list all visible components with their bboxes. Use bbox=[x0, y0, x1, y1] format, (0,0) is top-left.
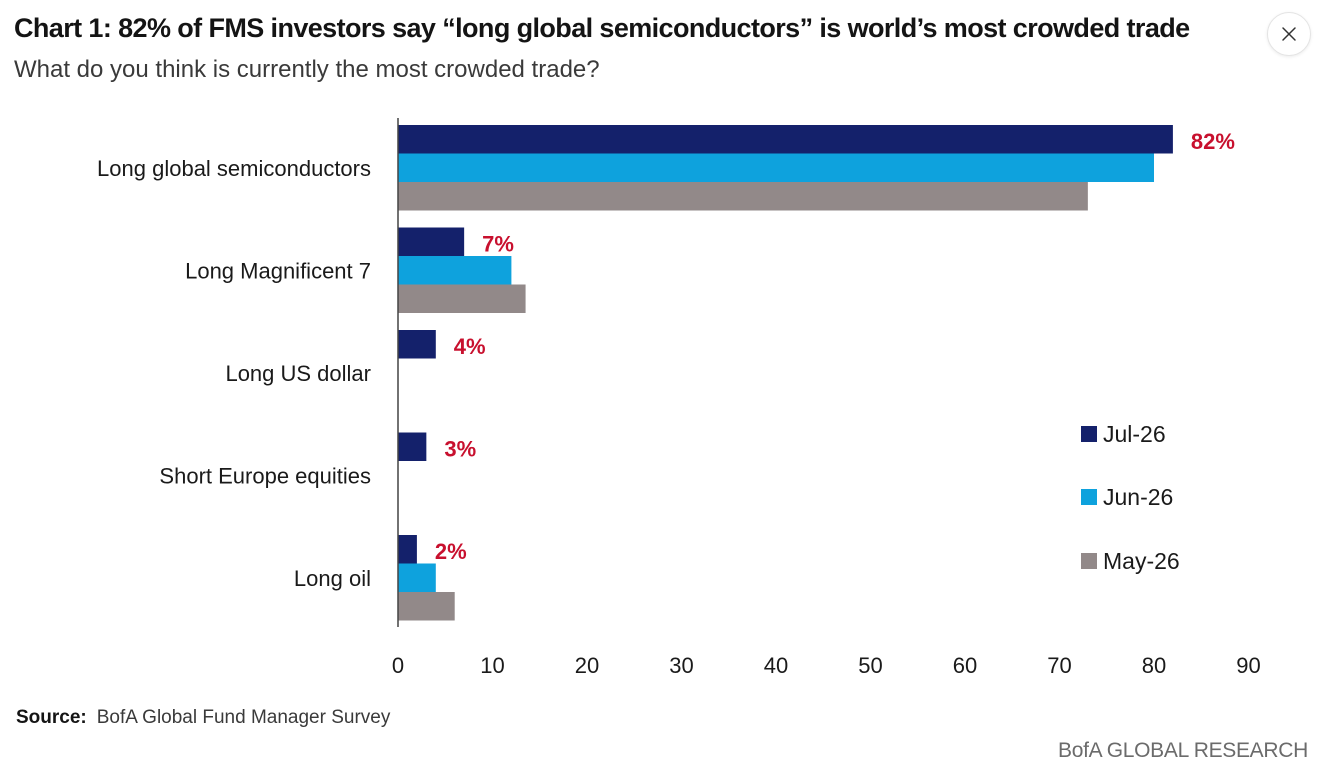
bar-jul-26 bbox=[398, 535, 417, 564]
brand-label: BofA GLOBAL RESEARCH bbox=[1058, 739, 1308, 762]
bar-jun-26 bbox=[398, 153, 1154, 182]
bar-may-26 bbox=[398, 182, 1088, 211]
x-tick-label: 60 bbox=[953, 653, 977, 678]
category-label: Long global semiconductors bbox=[97, 156, 371, 181]
category-label: Long US dollar bbox=[225, 361, 371, 386]
chart-title: Chart 1: 82% of FMS investors say “long … bbox=[14, 13, 1190, 43]
x-tick-label: 30 bbox=[669, 653, 693, 678]
data-label: 82% bbox=[1191, 129, 1235, 154]
category-label: Long oil bbox=[294, 566, 371, 591]
data-label: 7% bbox=[482, 232, 514, 257]
legend-label: Jul-26 bbox=[1103, 421, 1166, 447]
bar-may-26 bbox=[398, 284, 526, 313]
close-icon bbox=[1282, 27, 1296, 41]
source-text: BofA Global Fund Manager Survey bbox=[96, 707, 391, 728]
bar-jun-26 bbox=[398, 256, 512, 285]
close-button[interactable] bbox=[1267, 12, 1311, 56]
category-label: Long Magnificent 7 bbox=[185, 258, 371, 283]
legend-label: May-26 bbox=[1103, 548, 1180, 574]
x-tick-label: 80 bbox=[1142, 653, 1166, 678]
legend-label: Jun-26 bbox=[1103, 484, 1173, 510]
legend-swatch bbox=[1081, 489, 1097, 505]
source-note: Source: BofA Global Fund Manager Survey bbox=[16, 707, 390, 729]
bar-jul-26 bbox=[398, 125, 1173, 154]
data-label: 2% bbox=[435, 539, 467, 564]
x-tick-label: 50 bbox=[858, 653, 882, 678]
x-tick-label: 70 bbox=[1047, 653, 1071, 678]
x-tick-label: 20 bbox=[575, 653, 599, 678]
legend-swatch bbox=[1081, 426, 1097, 442]
category-label: Short Europe equities bbox=[159, 463, 371, 488]
bar-chart: Long global semiconductors 82% Long Magnif… bbox=[97, 118, 1261, 678]
bar-jul-26 bbox=[398, 432, 427, 461]
data-label: 3% bbox=[444, 437, 476, 462]
x-tick-label: 40 bbox=[764, 653, 788, 678]
bar-may-26 bbox=[398, 592, 455, 621]
bar-jun-26 bbox=[398, 563, 436, 592]
legend-swatch bbox=[1081, 553, 1097, 569]
x-tick-label: 90 bbox=[1236, 653, 1260, 678]
data-label: 4% bbox=[454, 334, 486, 359]
source-label: Source: bbox=[16, 707, 87, 728]
bar-jul-26 bbox=[398, 330, 436, 359]
chart-subtitle: What do you think is currently the most … bbox=[14, 56, 600, 83]
bar-jul-26 bbox=[398, 227, 465, 256]
x-tick-label: 10 bbox=[480, 653, 504, 678]
x-tick-label: 0 bbox=[392, 653, 404, 678]
